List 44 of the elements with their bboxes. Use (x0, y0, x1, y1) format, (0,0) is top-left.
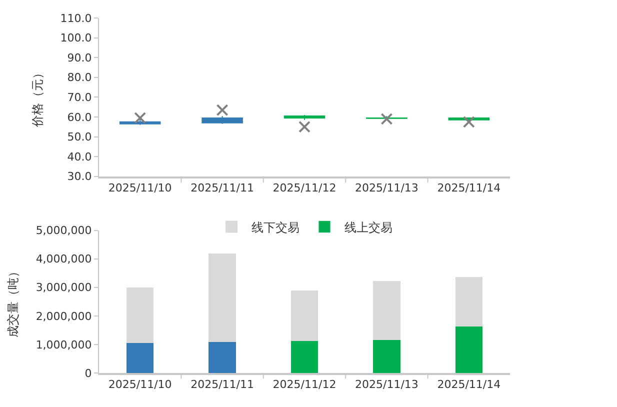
bar (373, 340, 400, 373)
bar (290, 341, 318, 373)
x-tick-label: 2025/11/13 (354, 378, 418, 392)
y-tick-label: 4,000,000 (36, 252, 92, 266)
legend-label: 线下交易 (252, 220, 300, 234)
bar (126, 343, 154, 373)
y-tick-label: 80.0 (67, 71, 92, 84)
y-tick-label: 90.0 (67, 51, 92, 64)
x-tick-label: 2025/11/10 (108, 182, 172, 195)
point (380, 112, 393, 125)
y-tick-label: 0 (84, 366, 92, 380)
point (134, 112, 146, 124)
x-tick-label: 2025/11/14 (437, 182, 501, 195)
y-tick-label: 70.0 (67, 91, 92, 104)
bar (208, 342, 236, 373)
bar (373, 280, 400, 340)
x-tick-label: 2025/11/13 (354, 182, 418, 195)
bar (290, 290, 318, 342)
y-tick-label: 3,000,000 (36, 281, 92, 294)
y-tick-label: 60.0 (67, 110, 92, 124)
point (462, 116, 475, 128)
bar (455, 276, 482, 326)
y-tick-label: 30.0 (67, 170, 92, 184)
point (216, 104, 228, 116)
x-tick-label: 2025/11/14 (437, 378, 501, 392)
y-tick-label: 50.0 (67, 130, 92, 144)
bar (126, 287, 154, 344)
point (298, 120, 310, 133)
bar (208, 254, 236, 342)
y-tick-label: 40.0 (67, 150, 92, 164)
legend-label: 线上交易 (344, 220, 392, 234)
y-tick-label: 2,000,000 (36, 310, 92, 323)
x-tick-label: 2025/11/10 (108, 378, 172, 392)
y-tick-label: 110.0 (60, 12, 92, 25)
x-tick-label: 2025/11/12 (272, 182, 336, 195)
y-tick-label: 1,000,000 (36, 338, 92, 352)
y-axis-title: 价格（元） (30, 67, 45, 128)
y-axis-title: 成交量（吨） (6, 266, 20, 338)
x-tick-label: 2025/11/12 (272, 378, 336, 392)
bar (455, 326, 482, 373)
x-tick-label: 2025/11/11 (190, 378, 254, 392)
x-tick-label: 2025/11/11 (190, 182, 254, 195)
y-tick-label: 100.0 (60, 32, 92, 45)
y-tick-label: 5,000,000 (36, 224, 92, 238)
